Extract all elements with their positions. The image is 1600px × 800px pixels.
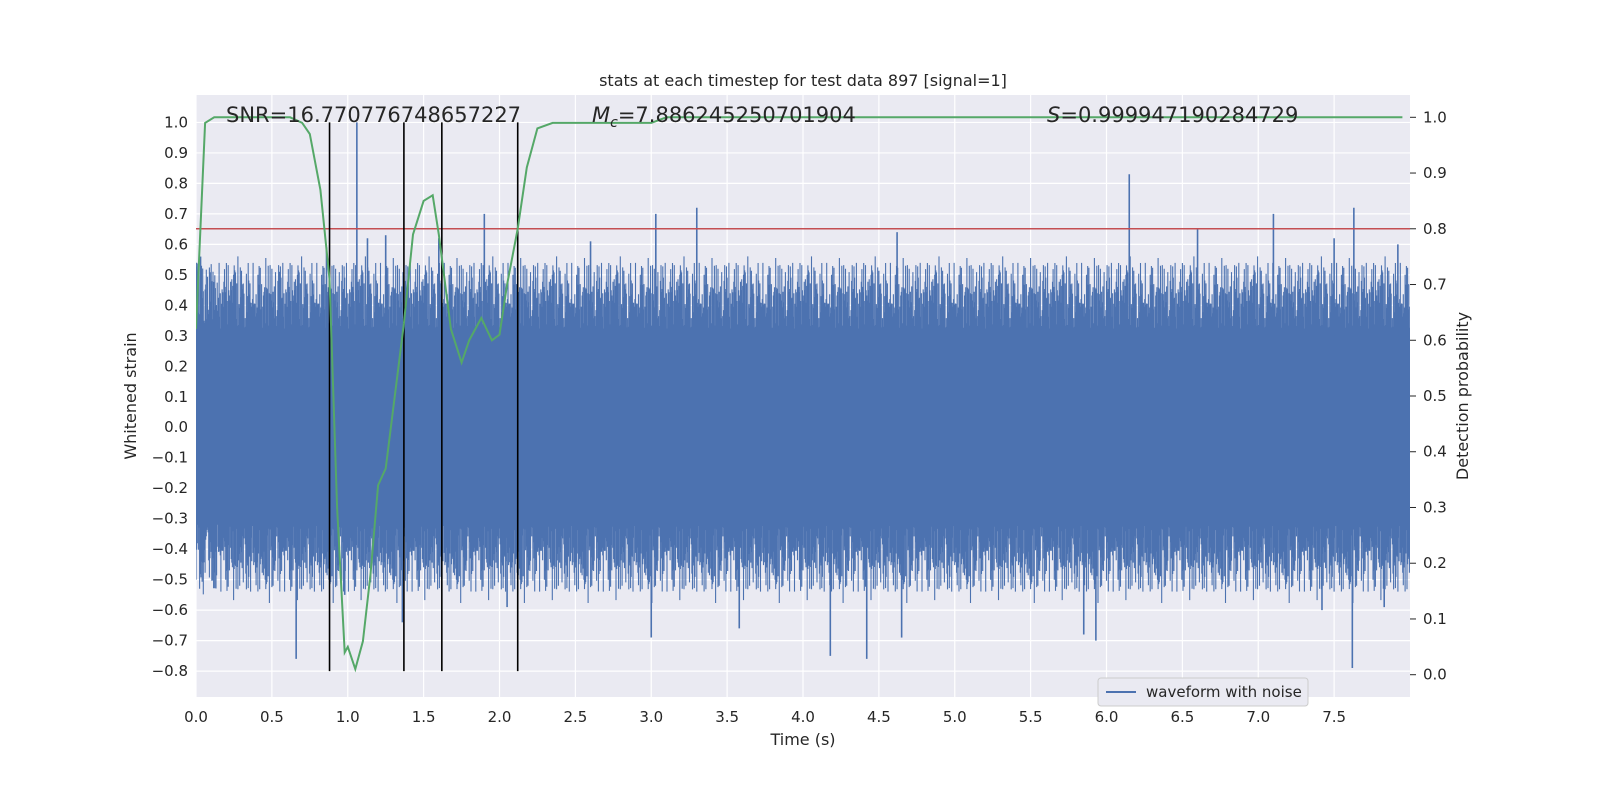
y-tick-label: −0.3	[152, 510, 188, 528]
legend-box	[1097, 677, 1309, 707]
y-right-tick-label: 0.9	[1423, 164, 1447, 182]
x-tick-label: 3.0	[639, 708, 663, 726]
y-tick-label: 0.5	[164, 266, 188, 284]
probability-line	[196, 116, 1403, 673]
x-axis-ticks: 0.0 0.5 1.0 1.5 2.0 2.5 3.0 3.5 4.0 4.5 5.0 5.5 6.0 6…	[184, 708, 1346, 726]
y-tick-label: 0.6	[164, 235, 188, 253]
y-tick-label: −0.4	[152, 540, 188, 558]
y-right-tick-label: 0.6	[1423, 331, 1447, 349]
y-tick-label: 0.1	[164, 388, 188, 406]
score-value: =0.999947190284729	[1060, 103, 1298, 127]
x-tick-label: 6.5	[1170, 708, 1194, 726]
x-tick-label: 0.0	[184, 708, 208, 726]
y-tick-label: −0.6	[152, 601, 188, 619]
x-tick-label: 7.0	[1246, 708, 1270, 726]
y-tick-label: −0.7	[152, 632, 188, 650]
y-right-tick-label: 0.1	[1423, 610, 1447, 628]
x-tick-label: 4.5	[867, 708, 891, 726]
y-right-tick-label: 0.0	[1423, 666, 1447, 684]
y-right-tick-label: 0.4	[1423, 443, 1447, 461]
y-tick-label: −0.1	[152, 449, 188, 467]
y-tick-label: −0.8	[152, 662, 188, 680]
y-tick-label: −0.5	[152, 571, 188, 589]
x-tick-label: 2.5	[563, 708, 587, 726]
chirp-mass-value: =7.886245250701904	[618, 103, 856, 127]
y-right-tick-label: 0.8	[1423, 220, 1447, 238]
y-tick-label: 0.8	[164, 174, 188, 192]
y-tick-label: 0.7	[164, 205, 188, 223]
legend-label-waveform: waveform with noise	[1146, 683, 1302, 701]
x-tick-label: 4.0	[791, 708, 815, 726]
x-tick-label: 6.0	[1095, 708, 1119, 726]
chirp-mass-subscript: c	[610, 115, 618, 131]
score-annotation: S=0.999947190284729	[1047, 103, 1298, 127]
x-tick-label: 2.0	[488, 708, 512, 726]
y-right-tick-label: 0.2	[1423, 554, 1447, 572]
y-tick-label: 0.9	[164, 144, 188, 162]
y-tick-label: 0.0	[164, 418, 188, 436]
y-right-tick-label: 0.5	[1423, 387, 1447, 405]
x-tick-label: 1.5	[412, 708, 436, 726]
score-symbol: S	[1047, 103, 1060, 127]
chirp-mass-annotation: Mc=7.886245250701904	[592, 103, 856, 131]
y-tick-label: 1.0	[164, 113, 188, 131]
y-right-axis-ticks: 0.0 0.1 0.2 0.3 0.4 0.5 0.6 0.7 0.8 0.9 1.0	[1410, 108, 1447, 684]
y-right-axis-label: Detection probability	[1453, 312, 1472, 480]
y-right-tick-label: 0.7	[1423, 276, 1447, 294]
x-tick-label: 3.5	[715, 708, 739, 726]
y-tick-label: 0.4	[164, 296, 188, 314]
y-right-tick-label: 1.0	[1423, 108, 1447, 126]
x-tick-label: 1.0	[336, 708, 360, 726]
y-tick-label: 0.2	[164, 357, 188, 375]
y-right-tick-label: 0.3	[1423, 498, 1447, 516]
chirp-mass-symbol: M	[592, 103, 610, 127]
x-axis-label: Time (s)	[769, 730, 835, 749]
y-axis-label: Whitened strain	[121, 332, 140, 459]
chart-title: stats at each timestep for test data 897…	[599, 71, 1007, 90]
y-tick-label: 0.3	[164, 327, 188, 345]
x-tick-label: 5.5	[1019, 708, 1043, 726]
x-tick-label: 0.5	[260, 708, 284, 726]
y-tick-label: −0.2	[152, 479, 188, 497]
snr-annotation: SNR=16.770776748657227	[226, 103, 521, 127]
overlay-lines	[196, 116, 1410, 673]
y-axis-ticks: −0.8 −0.7 −0.6 −0.5 −0.4 −0.3 −0.2 −0.1 0.0 0.1 0.…	[152, 113, 188, 680]
x-tick-label: 5.0	[943, 708, 967, 726]
x-tick-label: 7.5	[1322, 708, 1346, 726]
legend: waveform with noise	[1097, 677, 1309, 707]
